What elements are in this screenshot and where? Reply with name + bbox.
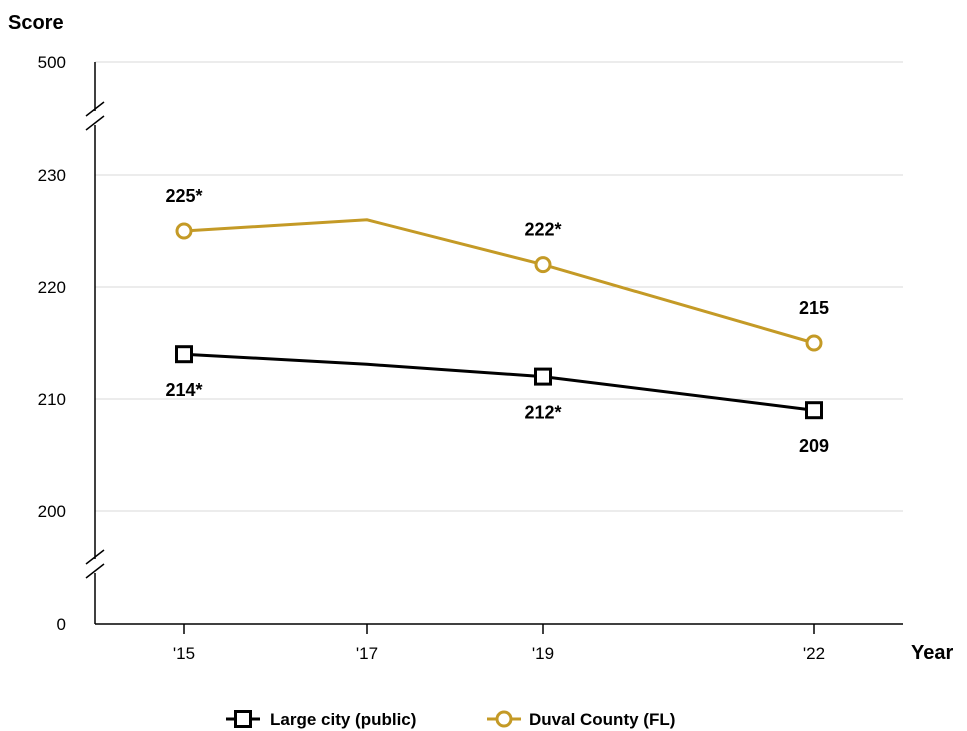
series-line-1 bbox=[183, 218, 815, 345]
x-axis-title: Year bbox=[911, 642, 953, 664]
axis-break-mark-1a bbox=[85, 101, 105, 117]
x-tick-label-2: '19 bbox=[532, 644, 554, 663]
legend: Large city (public) Duval County (FL) bbox=[226, 710, 675, 729]
y-tick-label-210: 210 bbox=[38, 390, 66, 409]
x-tick-label-0: '15 bbox=[173, 644, 195, 663]
series-1-marker-3 bbox=[805, 334, 823, 352]
series-1-marker-0 bbox=[175, 222, 193, 240]
series-1-label-0: 225* bbox=[165, 186, 202, 206]
y-axis-title: Score bbox=[8, 12, 64, 34]
series-lines bbox=[183, 218, 815, 412]
series-markers bbox=[175, 222, 823, 420]
y-tick-label-230: 230 bbox=[38, 166, 66, 185]
axes: Score Year 0 200 210 220 230 500 '15 '17 '19 '22 bbox=[8, 12, 953, 664]
x-tick-label-3: '22 bbox=[803, 644, 825, 663]
series-0-label-3: 209 bbox=[799, 436, 829, 456]
series-1-marker-2 bbox=[534, 256, 552, 274]
legend-label-0: Large city (public) bbox=[270, 710, 416, 729]
series-0-marker-3 bbox=[805, 401, 823, 420]
series-0-marker-2 bbox=[534, 367, 552, 386]
series-0-marker-0 bbox=[175, 345, 193, 364]
series-1-label-3: 215 bbox=[799, 298, 829, 318]
legend-marker-1 bbox=[495, 710, 513, 728]
series-0-label-0: 214* bbox=[165, 380, 202, 400]
y-tick-label-220: 220 bbox=[38, 278, 66, 297]
axis-break-mark-2b bbox=[85, 563, 105, 579]
data-labels: 214* 212* 209 225* 222* 215 bbox=[165, 186, 829, 456]
gridlines bbox=[95, 61, 903, 512]
y-tick-label-200: 200 bbox=[38, 502, 66, 521]
axis-break-mark-2a bbox=[85, 549, 105, 565]
legend-marker-0 bbox=[234, 710, 252, 728]
legend-label-1: Duval County (FL) bbox=[529, 710, 675, 729]
axis-break-mark-1b bbox=[85, 115, 105, 131]
series-1-label-2: 222* bbox=[524, 220, 561, 240]
y-tick-label-500: 500 bbox=[38, 53, 66, 72]
x-tick-label-1: '17 bbox=[356, 644, 378, 663]
series-0-label-2: 212* bbox=[524, 403, 561, 423]
y-tick-label-0: 0 bbox=[57, 615, 66, 634]
series-line-0 bbox=[183, 352, 815, 412]
